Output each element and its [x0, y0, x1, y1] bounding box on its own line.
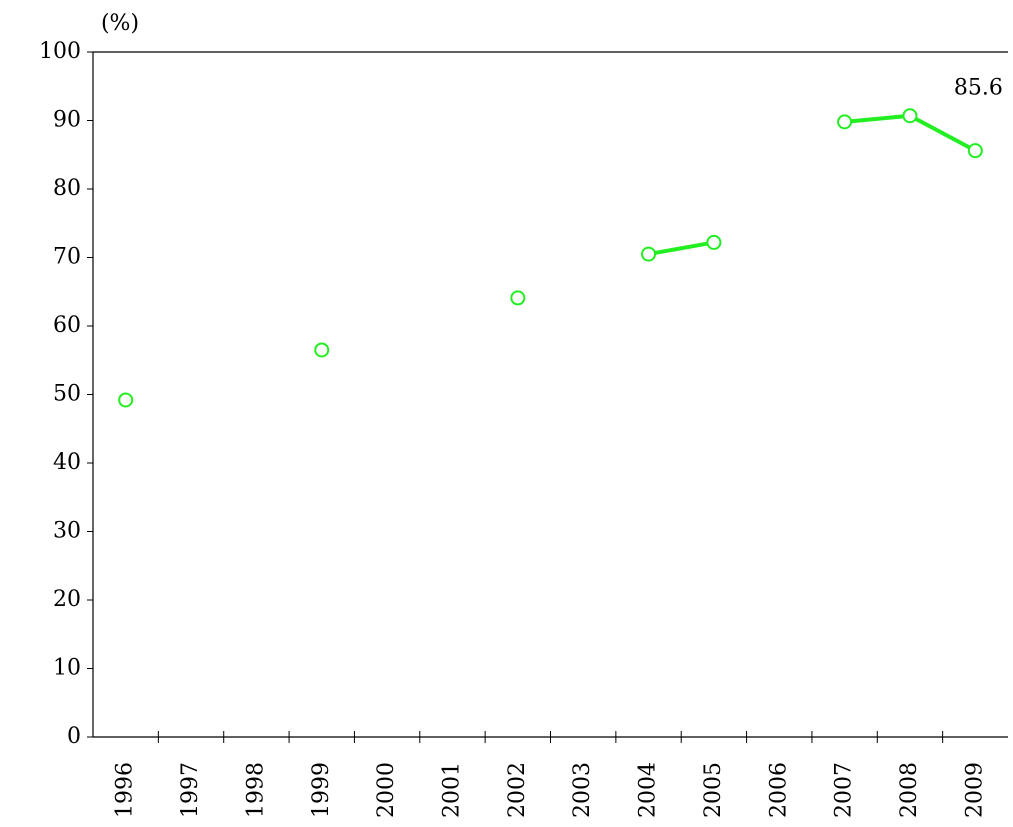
y-tick-label: 20 — [53, 587, 81, 612]
y-tick-label: 50 — [53, 382, 81, 407]
x-tick-label: 2007 — [832, 762, 857, 818]
y-tick-label: 80 — [53, 176, 81, 201]
x-tick-label: 2003 — [570, 762, 595, 818]
y-axis-label: (%) — [101, 11, 139, 36]
x-tick-label: 2009 — [962, 762, 987, 818]
y-tick-label: 0 — [67, 724, 81, 749]
data-point — [967, 143, 983, 159]
x-tick-label: 2006 — [766, 762, 791, 818]
y-tick-label: 90 — [53, 108, 81, 133]
y-tick-label: 40 — [53, 450, 81, 475]
y-tick-label: 30 — [53, 519, 81, 544]
data-point — [837, 114, 853, 130]
x-tick-label: 2004 — [636, 762, 661, 818]
y-tick-label: 10 — [53, 656, 81, 681]
x-tick-label: 2008 — [897, 762, 922, 818]
x-tick-label: 1999 — [309, 762, 334, 818]
data-point — [510, 290, 526, 306]
data-point — [314, 342, 330, 358]
data-point — [706, 234, 722, 250]
data-label: 85.6 — [954, 76, 1003, 101]
y-tick-label: 60 — [53, 313, 81, 338]
data-point — [118, 392, 134, 408]
x-tick-label: 2005 — [701, 762, 726, 818]
x-tick-label: 1998 — [243, 762, 268, 818]
x-tick-label: 1997 — [178, 762, 203, 818]
x-tick-label: 1996 — [113, 762, 138, 818]
data-point — [902, 108, 918, 124]
y-tick-label: 100 — [39, 39, 81, 64]
y-tick-label: 70 — [53, 245, 81, 270]
line-series — [648, 113, 977, 257]
x-tick-label: 2002 — [505, 762, 530, 818]
x-tick-label: 2000 — [374, 762, 399, 818]
data-point — [641, 246, 657, 262]
x-tick-label: 2001 — [439, 762, 464, 818]
